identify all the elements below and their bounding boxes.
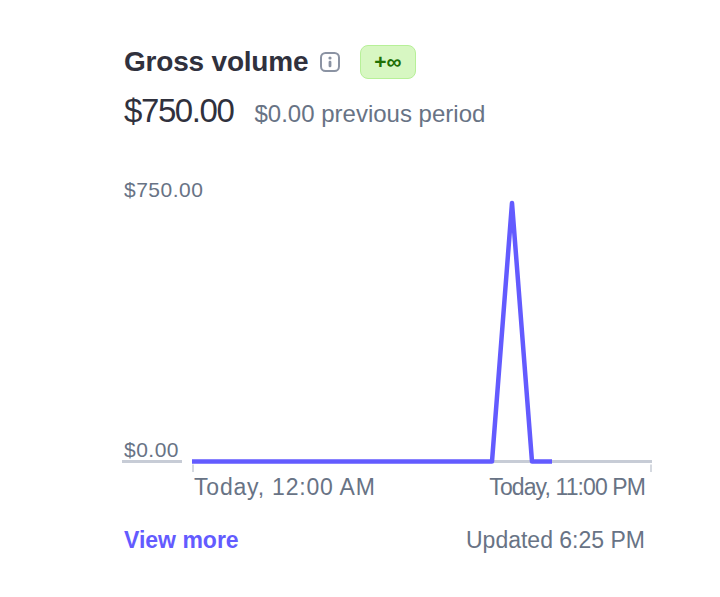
view-more-link[interactable]: View more: [124, 527, 239, 554]
gross-volume-widget: Gross volume +∞ $750.00 $0.00 previous p…: [0, 0, 720, 597]
x-axis-start-label: Today, 12:00 AM: [194, 474, 376, 501]
gross-volume-chart[interactable]: [0, 0, 720, 597]
volume-line: [192, 203, 552, 462]
updated-timestamp: Updated 6:25 PM: [466, 527, 645, 554]
x-axis-end-label: Today, 11:00 PM: [489, 474, 645, 501]
